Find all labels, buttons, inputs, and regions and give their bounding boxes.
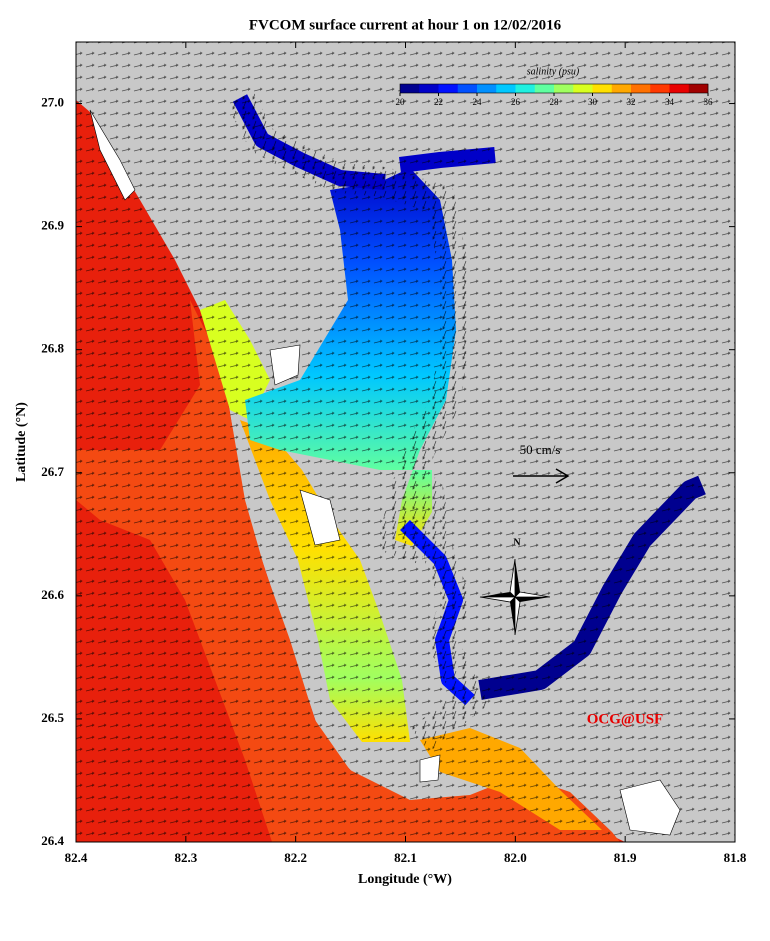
- scale-label: 50 cm/s: [520, 442, 561, 457]
- colorbar-swatch: [554, 84, 574, 93]
- colorbar-tick-label: 36: [704, 97, 714, 107]
- x-tick-label: 81.9: [614, 850, 637, 865]
- north-label: N: [513, 537, 521, 548]
- x-tick-label: 82.4: [65, 850, 88, 865]
- colorbar-swatch: [573, 84, 593, 93]
- colorbar-swatch: [592, 84, 613, 93]
- colorbar-swatch: [631, 84, 651, 93]
- map-title: FVCOM surface current at hour 1 on 12/02…: [249, 17, 562, 33]
- y-tick-label: 26.8: [41, 341, 64, 356]
- x-tick-label: 82.2: [284, 850, 307, 865]
- colorbar-swatch: [534, 84, 555, 93]
- colorbar-label: salinity (psu): [527, 66, 580, 77]
- y-tick-label: 26.4: [41, 833, 64, 848]
- y-axis-label: Latitude (°N): [14, 402, 29, 482]
- y-tick-label: 26.7: [41, 464, 64, 479]
- colorbar-swatch: [438, 84, 459, 93]
- colorbar-swatch: [419, 84, 439, 93]
- colorbar-swatch: [457, 84, 478, 93]
- colorbar-swatch: [477, 84, 497, 93]
- y-tick-label: 26.9: [41, 218, 64, 233]
- estuary-vectors: [226, 91, 489, 752]
- colorbar-swatch: [688, 84, 709, 93]
- y-tick-label: 27.0: [41, 95, 64, 110]
- map-area: [76, 42, 735, 842]
- islands: [89, 109, 681, 836]
- x-tick-label: 81.8: [724, 850, 747, 865]
- credit: OCG@USF: [587, 711, 663, 727]
- colorbar-tick-label: 34: [665, 97, 675, 107]
- colorbar-tick-label: 26: [511, 97, 521, 107]
- colorbar-swatch: [611, 84, 632, 93]
- colorbar-tick-label: 24: [473, 97, 483, 107]
- colorbar-swatch: [669, 84, 690, 93]
- colorbar-tick-label: 32: [627, 97, 636, 107]
- colorbar-tick-label: 30: [588, 97, 598, 107]
- x-axis-label: Longitude (°W): [358, 872, 452, 887]
- x-tick-label: 82.1: [394, 850, 417, 865]
- colorbar: salinity (psu) 20 22 24 26 28 30 32 34 36: [396, 66, 714, 107]
- colorbar-tick-label: 20: [396, 97, 406, 107]
- y-tick-label: 26.6: [41, 587, 64, 602]
- colorbar-swatch: [515, 84, 536, 93]
- colorbar-tick-label: 22: [434, 97, 443, 107]
- x-tick-label: 82.0: [504, 850, 527, 865]
- y-tick-label: 26.5: [41, 710, 64, 725]
- colorbar-tick-label: 28: [550, 97, 560, 107]
- scale-arrow: [513, 468, 570, 484]
- colorbar-swatch: [400, 84, 420, 93]
- colorbar-swatch: [650, 84, 670, 93]
- colorbar-swatch: [496, 84, 516, 93]
- compass: [479, 558, 551, 636]
- x-tick-label: 82.3: [174, 850, 197, 865]
